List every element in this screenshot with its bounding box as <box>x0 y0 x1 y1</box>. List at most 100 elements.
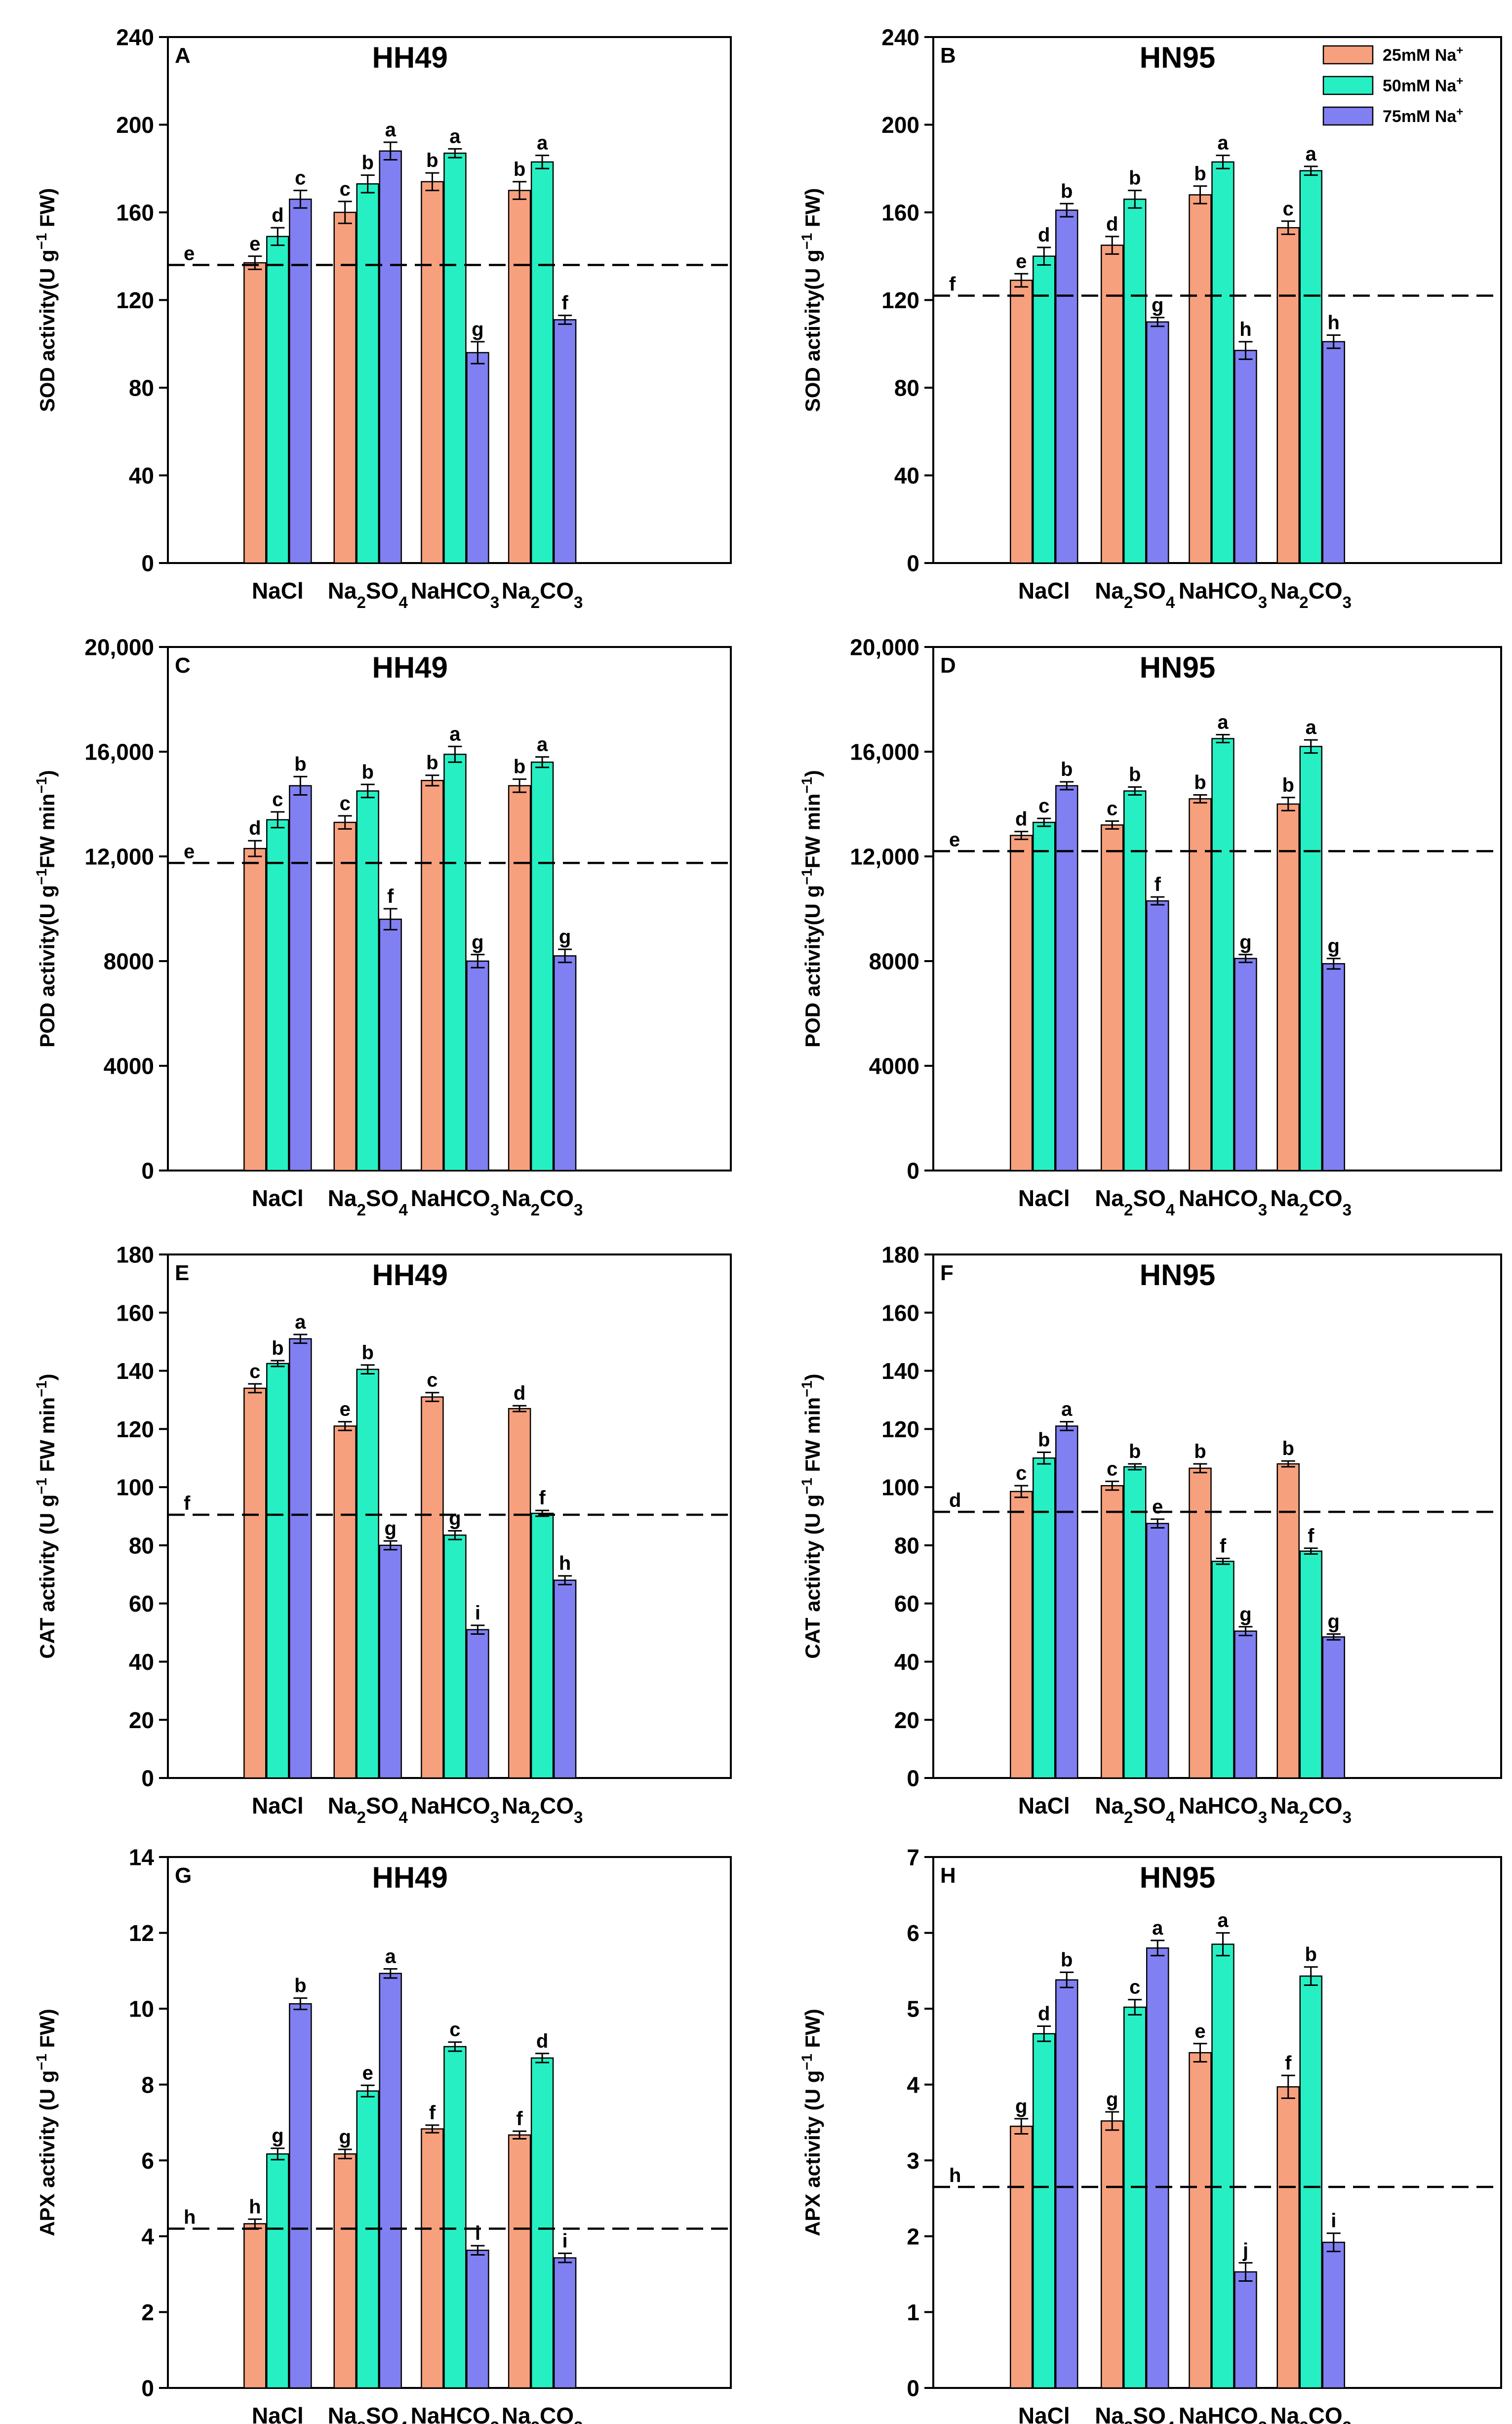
significance-letter: a <box>449 723 461 745</box>
y-tick-label: 200 <box>116 112 154 138</box>
bar-75mmna-nacl <box>1055 1425 1078 1779</box>
bar-50mmna-na2so4 <box>356 183 379 564</box>
bar-50mmna-na2so4 <box>1123 2006 1147 2389</box>
bar-75mmna-na2co3 <box>553 955 577 1172</box>
panel-D: 0 4000 8000 12,000 16,000 20,000 POD activity(… <box>799 635 1502 1219</box>
bar-50mmna-na2so4 <box>356 790 379 1172</box>
bar-75mmna-na2co3 <box>1322 963 1345 1172</box>
significance-letter: e <box>1016 250 1027 272</box>
y-tick-label: 240 <box>881 25 919 50</box>
bar-50mmna-nahco3 <box>1211 161 1234 564</box>
panel-title: HN95 <box>1140 1258 1215 1292</box>
bar-25mmna-nahco3 <box>1189 2052 1212 2389</box>
y-tick-label: 4 <box>141 2223 154 2249</box>
bar-75mmna-nahco3 <box>1234 350 1257 564</box>
y-tick-label: 0 <box>141 551 154 576</box>
bar-75mmna-na2co3 <box>553 319 577 564</box>
bar-50mmna-na2co3 <box>1299 1975 1322 2389</box>
panel-H: 0 1 2 3 4 5 6 7 APX activity (U g−1 FW) H HN95 g g e f… <box>799 1845 1502 2424</box>
control-letter: d <box>949 1490 961 1511</box>
y-tick-label: 160 <box>116 200 154 226</box>
significance-letter: d <box>1038 224 1050 246</box>
category-label-nahco3: NaHCO3 <box>1179 578 1267 612</box>
bar-75mmna-na2so4 <box>379 1544 402 1779</box>
significance-letter: c <box>340 178 351 200</box>
category-label-nahco3: NaHCO3 <box>1179 1185 1267 1219</box>
bar-75mmna-nacl <box>289 199 312 564</box>
y-tick-label: 140 <box>881 1358 919 1384</box>
significance-letter: c <box>1107 798 1117 819</box>
significance-letter: g <box>339 2126 351 2148</box>
y-tick-label: 40 <box>129 463 154 488</box>
bar-25mmna-nahco3 <box>421 780 444 1172</box>
bar-25mmna-na2co3 <box>1276 803 1300 1172</box>
category-label-nacl: NaCl <box>1018 1793 1070 1818</box>
panel-letter: C <box>175 653 191 678</box>
significance-letter: b <box>1282 1438 1294 1459</box>
bar-50mmna-na2so4 <box>1123 1466 1147 1779</box>
category-label-nahco3: NaHCO3 <box>411 1793 499 1827</box>
y-tick-label: 120 <box>116 1416 154 1442</box>
bar-25mmna-nahco3 <box>421 181 444 564</box>
panel-B: 0 40 80 120 160 200 240 SOD activity(U g−1 FW) B… <box>799 25 1502 612</box>
significance-letter: a <box>1306 143 1317 165</box>
significance-letter: c <box>1107 1458 1117 1480</box>
significance-letter: f <box>539 1487 546 1509</box>
legend-swatch <box>1322 106 1374 126</box>
bar-25mmna-na2co3 <box>1276 227 1300 564</box>
bar-50mmna-na2so4 <box>356 1369 379 1779</box>
bar-50mmna-nahco3 <box>443 1535 467 1779</box>
panel-title: HN95 <box>1140 1861 1215 1894</box>
significance-letter: h <box>249 2196 261 2218</box>
significance-letter: d <box>272 204 283 226</box>
significance-letter: c <box>1016 1462 1027 1484</box>
y-tick-label: 40 <box>129 1649 154 1675</box>
bar-75mmna-nacl <box>289 1338 312 1779</box>
bar-75mmna-nahco3 <box>1234 958 1257 1172</box>
significance-letter: f <box>561 292 568 314</box>
y-tick-label: 160 <box>881 1300 919 1326</box>
significance-letter: e <box>362 2062 373 2084</box>
category-label-na2so4: Na2SO4 <box>328 578 408 612</box>
y-tick-label: 40 <box>894 463 919 488</box>
bar-75mmna-na2co3 <box>553 2257 577 2389</box>
bar-75mmna-na2co3 <box>1322 1636 1345 1779</box>
bar-25mmna-na2co3 <box>508 2134 531 2389</box>
y-tick-label: 0 <box>141 2376 154 2401</box>
bar-25mmna-na2co3 <box>508 190 531 564</box>
category-label-na2so4: Na2SO4 <box>328 2403 408 2424</box>
significance-letter: b <box>1305 1944 1317 1966</box>
panel-title: HH49 <box>372 651 447 684</box>
significance-letter: a <box>1306 717 1317 738</box>
y-tick-label: 12 <box>129 1920 154 1946</box>
y-tick-label: 0 <box>907 1158 919 1184</box>
significance-letter: f <box>1220 1535 1227 1557</box>
y-tick-label: 16,000 <box>84 739 154 765</box>
significance-letter: h <box>559 1553 571 1575</box>
y-tick-label: 80 <box>894 1533 919 1558</box>
y-tick-label: 12,000 <box>850 844 919 870</box>
y-tick-label: 7 <box>907 1845 919 1870</box>
y-tick-label: 2 <box>907 2223 919 2249</box>
panel-letter: E <box>175 1261 189 1285</box>
category-label-na2co3: Na2CO3 <box>1270 578 1352 612</box>
y-axis-title: APX activity (U g−1 FW) <box>799 2009 825 2236</box>
significance-letter: a <box>449 125 461 147</box>
y-tick-label: 160 <box>881 200 919 226</box>
y-tick-label: 60 <box>129 1591 154 1616</box>
y-tick-label: 4 <box>907 2072 919 2098</box>
significance-letter: g <box>1106 2089 1118 2110</box>
significance-letter: b <box>272 1337 283 1359</box>
significance-letter: f <box>387 886 394 907</box>
significance-letter: b <box>426 752 438 774</box>
bar-75mmna-nahco3 <box>466 1629 489 1779</box>
category-label-na2co3: Na2CO3 <box>502 1793 583 1827</box>
bar-75mmna-nacl <box>289 785 312 1172</box>
category-label-na2so4: Na2SO4 <box>1095 1793 1175 1827</box>
panel-G: 0 2 4 6 8 10 12 14 APX activity (U g−1 FW) G HH49 h… <box>34 1845 732 2424</box>
bar-50mmna-nacl <box>1033 1457 1056 1779</box>
y-tick-label: 2 <box>141 2300 154 2325</box>
significance-letter: a <box>537 734 548 756</box>
bar-50mmna-na2so4 <box>356 2090 379 2389</box>
y-tick-label: 120 <box>881 287 919 313</box>
